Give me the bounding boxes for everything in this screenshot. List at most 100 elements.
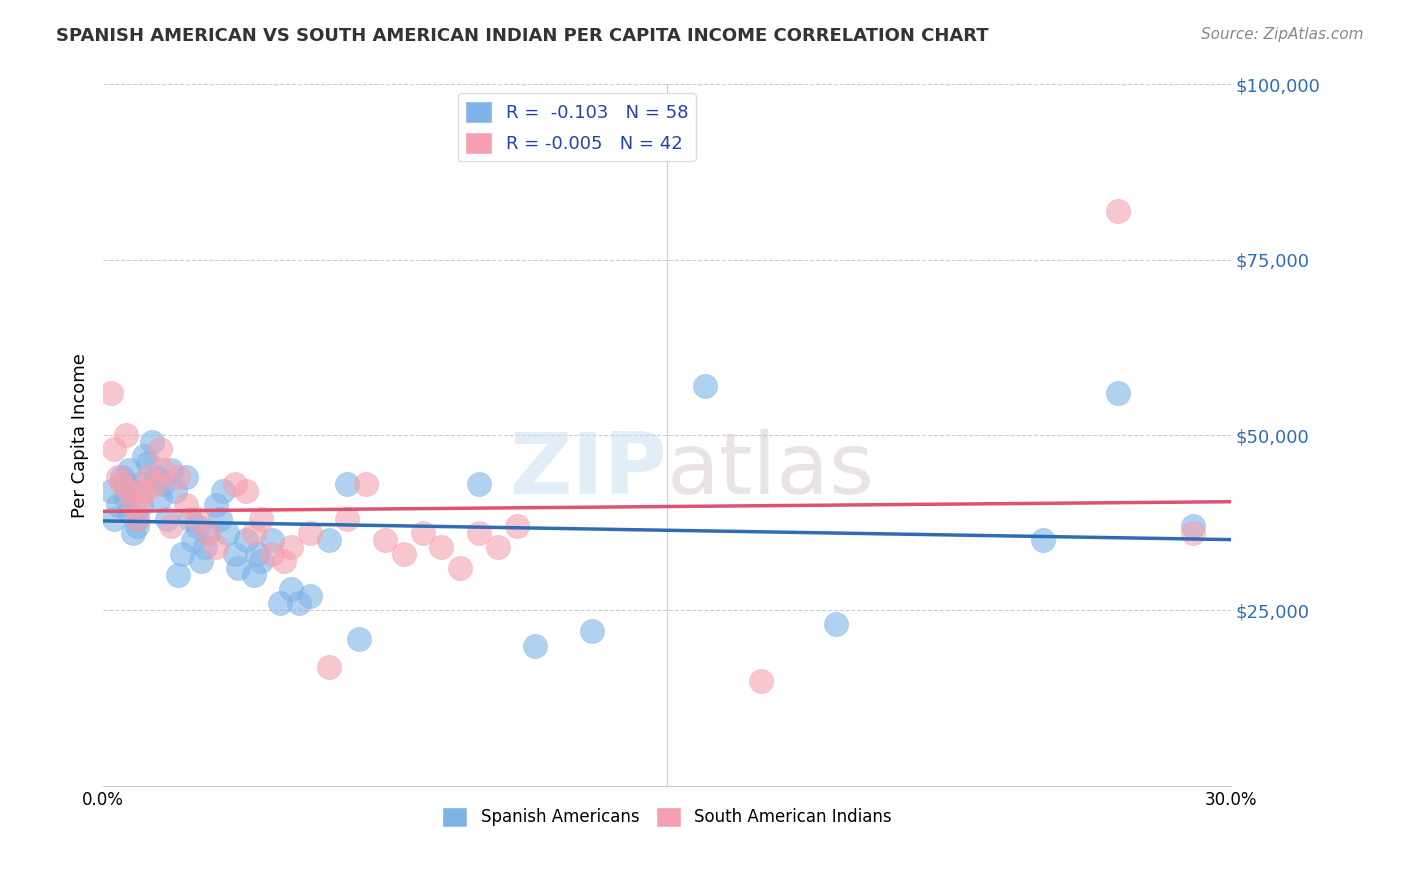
Point <box>1182 526 1205 541</box>
Point <box>159 519 181 533</box>
Point <box>174 498 197 512</box>
Point <box>1107 203 1129 218</box>
Text: ZIP: ZIP <box>509 429 666 512</box>
Point <box>172 547 194 561</box>
Point <box>336 512 359 526</box>
Point <box>197 526 219 541</box>
Point <box>208 512 231 526</box>
Point <box>825 617 848 632</box>
Point <box>114 477 136 491</box>
Point <box>114 491 136 506</box>
Point <box>505 519 527 533</box>
Point <box>217 526 239 541</box>
Text: SPANISH AMERICAN VS SOUTH AMERICAN INDIAN PER CAPITA INCOME CORRELATION CHART: SPANISH AMERICAN VS SOUTH AMERICAN INDIA… <box>56 27 988 45</box>
Point <box>134 484 156 499</box>
Point <box>136 470 159 484</box>
Point <box>159 463 181 477</box>
Point <box>224 477 246 491</box>
Point <box>174 470 197 484</box>
Point <box>347 632 370 646</box>
Point <box>118 463 141 477</box>
Point <box>186 519 208 533</box>
Text: atlas: atlas <box>666 429 875 512</box>
Point <box>114 428 136 442</box>
Point <box>250 512 273 526</box>
Point <box>392 547 415 561</box>
Point <box>167 568 190 582</box>
Point <box>190 554 212 568</box>
Point <box>134 449 156 463</box>
Point <box>693 379 716 393</box>
Point <box>356 477 378 491</box>
Point <box>129 498 152 512</box>
Point <box>107 498 129 512</box>
Point <box>107 470 129 484</box>
Point <box>235 533 257 548</box>
Point <box>581 624 603 639</box>
Point <box>273 554 295 568</box>
Point <box>262 547 284 561</box>
Point <box>262 533 284 548</box>
Point <box>197 526 219 541</box>
Point <box>156 512 179 526</box>
Point <box>148 491 170 506</box>
Point <box>145 477 167 491</box>
Point <box>287 596 309 610</box>
Point <box>125 512 148 526</box>
Point <box>100 386 122 401</box>
Point <box>111 477 134 491</box>
Point <box>280 582 302 597</box>
Point <box>212 484 235 499</box>
Point <box>125 512 148 526</box>
Point <box>242 568 264 582</box>
Point <box>269 596 291 610</box>
Point <box>1032 533 1054 548</box>
Point <box>141 435 163 450</box>
Point <box>136 456 159 470</box>
Point <box>298 590 321 604</box>
Text: Source: ZipAtlas.com: Source: ZipAtlas.com <box>1201 27 1364 42</box>
Point <box>318 659 340 673</box>
Legend: Spanish Americans, South American Indians: Spanish Americans, South American Indian… <box>436 800 898 833</box>
Point <box>163 484 186 499</box>
Point <box>118 484 141 499</box>
Point <box>129 477 152 491</box>
Point <box>749 673 772 688</box>
Point <box>1107 386 1129 401</box>
Point <box>336 477 359 491</box>
Point <box>280 541 302 555</box>
Point <box>486 541 509 555</box>
Point <box>183 533 205 548</box>
Point <box>246 547 269 561</box>
Y-axis label: Per Capita Income: Per Capita Income <box>72 352 89 517</box>
Point <box>242 526 264 541</box>
Point <box>122 484 145 499</box>
Point <box>129 491 152 506</box>
Point <box>205 541 228 555</box>
Point <box>318 533 340 548</box>
Point <box>148 442 170 457</box>
Point <box>430 541 453 555</box>
Point <box>122 498 145 512</box>
Point <box>298 526 321 541</box>
Point <box>224 547 246 561</box>
Point <box>250 554 273 568</box>
Point <box>152 477 174 491</box>
Point <box>412 526 434 541</box>
Point <box>125 519 148 533</box>
Point <box>186 512 208 526</box>
Point <box>205 498 228 512</box>
Point <box>468 477 491 491</box>
Point <box>228 561 250 575</box>
Point <box>103 442 125 457</box>
Point <box>118 505 141 519</box>
Point <box>122 526 145 541</box>
Point <box>152 463 174 477</box>
Point <box>100 484 122 499</box>
Point <box>449 561 471 575</box>
Point <box>194 541 217 555</box>
Point <box>1182 519 1205 533</box>
Point <box>524 639 547 653</box>
Point <box>111 470 134 484</box>
Point <box>468 526 491 541</box>
